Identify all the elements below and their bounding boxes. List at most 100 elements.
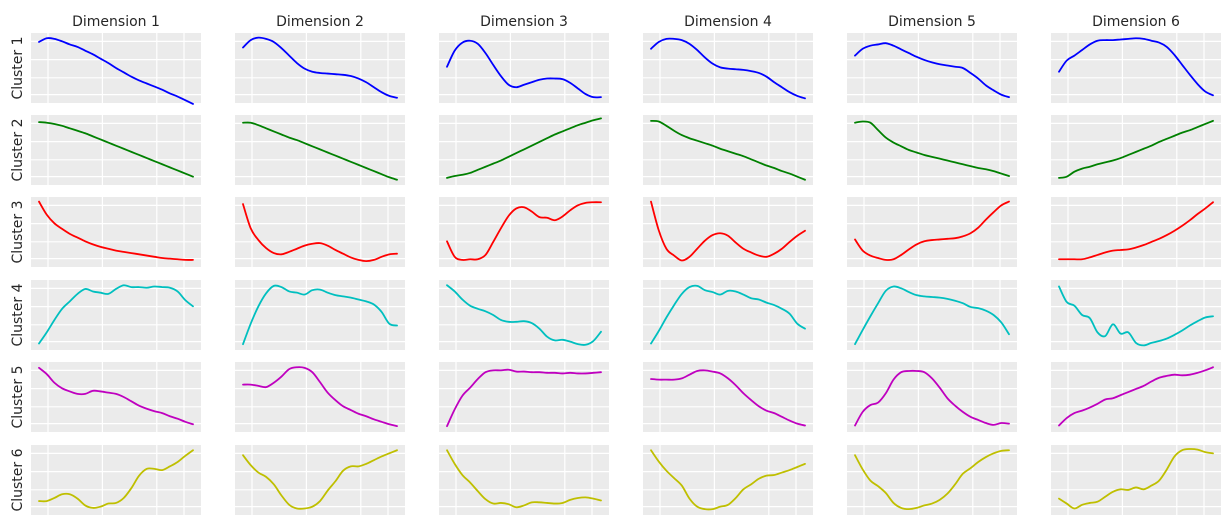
subplot-panel (439, 115, 609, 185)
series-line (650, 449, 806, 511)
series-line (854, 369, 1010, 427)
series-line (242, 284, 398, 346)
subplot-panel (31, 362, 201, 432)
series-line (1058, 285, 1214, 347)
series-line (242, 121, 398, 181)
panel-background (1051, 197, 1221, 267)
subplot-panel (235, 280, 405, 350)
series-line (38, 121, 194, 178)
subplot-panel (439, 33, 609, 103)
subplot-panel (847, 33, 1017, 103)
series-line (38, 284, 194, 345)
series-line (446, 284, 602, 346)
subplot-panel (643, 445, 813, 515)
subplot-panel (31, 280, 201, 350)
series-line (854, 449, 1010, 511)
column-title: Dimension 2 (276, 14, 364, 30)
subplot-panel (1051, 280, 1221, 350)
series-line (1058, 366, 1214, 427)
panel-background (31, 362, 201, 432)
panel-background (31, 280, 201, 350)
subplot-panel (439, 362, 609, 432)
row-label: Cluster 4 (10, 283, 26, 346)
series-line (650, 369, 806, 427)
panel-background (643, 445, 813, 515)
panel-background (235, 33, 405, 103)
panel-background (847, 33, 1017, 103)
subplot-panel (235, 115, 405, 185)
series-line (1058, 119, 1214, 179)
column-title: Dimension 3 (480, 14, 568, 30)
panel-background (643, 362, 813, 432)
series-line (650, 37, 806, 100)
panel-background (643, 115, 813, 185)
series-line (38, 449, 194, 509)
series-line (1058, 448, 1214, 510)
subplot-panel (1051, 197, 1221, 267)
series-line (242, 203, 398, 263)
subplot-panel (1051, 445, 1221, 515)
series-line (242, 36, 398, 99)
subplot-panel (847, 115, 1017, 185)
row-label: Cluster 3 (10, 200, 26, 263)
panel-background (235, 280, 405, 350)
subplot-panel (643, 197, 813, 267)
subplot-panel (1051, 362, 1221, 432)
subplot-panel (643, 115, 813, 185)
subplot-panel (847, 280, 1017, 350)
panel-background (31, 197, 201, 267)
series-line (1058, 37, 1214, 97)
series-line (1058, 201, 1214, 261)
column-title: Dimension 5 (888, 14, 976, 30)
series-line (650, 200, 806, 262)
panel-background (847, 280, 1017, 350)
subplot-panel (847, 445, 1017, 515)
row-label: Cluster 5 (10, 365, 26, 428)
series-line (446, 368, 602, 428)
subplot-panel (31, 33, 201, 105)
panel-background (643, 197, 813, 267)
subplot-panel (31, 197, 201, 267)
series-line (446, 449, 602, 509)
subplot-panel (31, 445, 201, 515)
subplot-panel (235, 197, 405, 267)
panel-background (31, 445, 201, 515)
subplot-panel (643, 280, 813, 350)
series-line (854, 285, 1010, 346)
panel-background (1051, 445, 1221, 515)
panel-background (31, 115, 201, 185)
subplot-panel (847, 362, 1017, 432)
series-line (854, 200, 1010, 261)
panel-background (847, 197, 1017, 267)
series-line (242, 366, 398, 428)
series-line (446, 117, 602, 179)
subplot-panel (1051, 33, 1221, 103)
series-line (38, 366, 194, 426)
subplot-panel (439, 197, 609, 267)
series-line (650, 119, 806, 181)
subplot-panel (439, 445, 609, 515)
subplot-panel (235, 33, 405, 103)
panel-background (1051, 33, 1221, 103)
panel-background (439, 280, 609, 350)
series-line (38, 200, 194, 261)
row-label: Cluster 2 (10, 118, 26, 181)
subplot-panel (439, 280, 609, 350)
series-line (242, 449, 398, 510)
subplot-panel (643, 362, 813, 432)
panel-background (235, 197, 405, 267)
subplot-panel (847, 197, 1017, 267)
panel-background (235, 445, 405, 515)
column-title: Dimension 1 (72, 14, 160, 30)
series-line (650, 284, 806, 345)
row-label: Cluster 1 (10, 36, 26, 99)
subplot-panel (643, 33, 813, 103)
panel-background (1051, 280, 1221, 350)
panel-background (1051, 115, 1221, 185)
series-line (446, 201, 602, 261)
row-label: Cluster 6 (10, 448, 26, 511)
subplot-panel (1051, 115, 1221, 185)
series-line (854, 42, 1010, 99)
subplot-panel (235, 445, 405, 515)
